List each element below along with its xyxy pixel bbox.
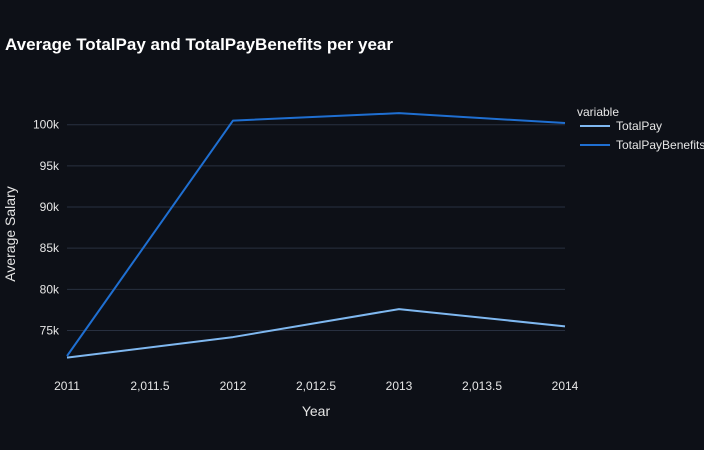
legend-item-totalpay: TotalPay	[616, 119, 662, 133]
y-tick-label: 90k	[40, 200, 60, 214]
chart-title: Average TotalPay and TotalPayBenefits pe…	[5, 35, 393, 54]
y-tick-label: 75k	[40, 323, 60, 337]
x-tick-label: 2011	[54, 379, 80, 393]
x-tick-label: 2013	[386, 379, 413, 393]
x-tick-label: 2012	[220, 379, 247, 393]
y-tick-label: 80k	[40, 282, 60, 296]
y-axis-ticks: 75k 80k 85k 90k 95k 100k	[33, 118, 60, 338]
x-tick-label: 2014	[552, 379, 579, 393]
x-tick-label: 2,013.5	[462, 379, 502, 393]
y-axis-title: Average Salary	[2, 186, 18, 281]
legend: variable TotalPay TotalPayBenefits	[577, 105, 704, 152]
y-tick-label: 95k	[40, 159, 60, 173]
series-line-totalpay	[66, 308, 566, 359]
x-axis-ticks: 2011 2,011.5 2012 2,012.5 2013 2,013.5 2014	[54, 379, 579, 393]
series-lines	[66, 112, 566, 359]
y-tick-label: 85k	[40, 241, 60, 255]
x-tick-label: 2,011.5	[130, 379, 169, 393]
legend-title: variable	[577, 105, 619, 119]
x-tick-label: 2,012.5	[296, 379, 336, 393]
x-axis-title: Year	[302, 403, 331, 419]
series-line-totalpaybenefits	[66, 112, 566, 357]
y-tick-label: 100k	[33, 118, 60, 132]
legend-item-totalpaybenefits: TotalPayBenefits	[616, 138, 704, 152]
gridlines	[67, 124, 565, 331]
